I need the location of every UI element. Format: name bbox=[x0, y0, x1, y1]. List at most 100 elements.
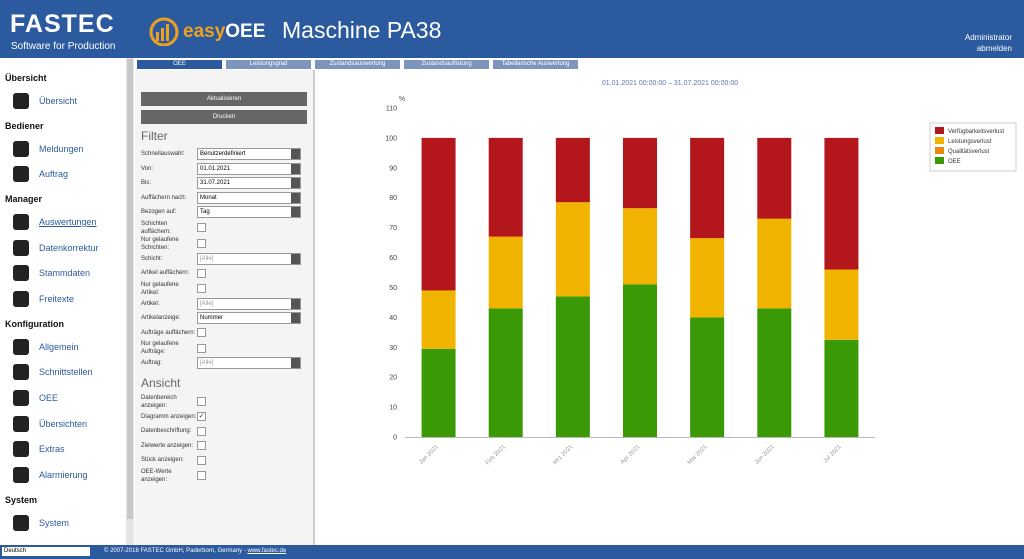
nav-item[interactable]: Übersicht bbox=[0, 88, 126, 114]
checkbox[interactable] bbox=[197, 239, 206, 248]
group-title: System bbox=[5, 494, 38, 505]
checkbox[interactable] bbox=[197, 328, 206, 338]
filter-row: Auftrag: [Alle] bbox=[141, 356, 313, 371]
filter-row: Artikelanzeige: Nummer bbox=[141, 311, 313, 326]
product-oee: OEE bbox=[225, 21, 266, 42]
nav-item[interactable]: Auswertungen bbox=[0, 209, 126, 235]
nav-label: Übersichten bbox=[39, 418, 88, 429]
y-tick-label: 70 bbox=[389, 225, 397, 232]
legend-swatch bbox=[935, 137, 944, 144]
spacer bbox=[0, 58, 126, 66]
nav-item[interactable]: Schnittstellen bbox=[0, 360, 126, 386]
nav-item[interactable]: Datenkorrektur bbox=[0, 235, 126, 261]
nav-item[interactable]: OEE bbox=[0, 385, 126, 411]
nav-label: Meldungen bbox=[39, 143, 84, 154]
page-title: Maschine PA38 bbox=[282, 17, 442, 43]
filter-row: Bezogen auf: Tag bbox=[141, 205, 313, 220]
x-tick-label: Feb 2021 bbox=[485, 444, 508, 467]
x-tick-label: Jun 2021 bbox=[754, 444, 776, 466]
y-tick-label: 0 bbox=[393, 435, 397, 442]
nav-icon bbox=[13, 290, 29, 307]
nav-item[interactable]: Alarmierung bbox=[0, 462, 126, 488]
filter-row: Auffächern nach: Monat bbox=[141, 191, 313, 206]
bar-segment bbox=[421, 290, 456, 349]
nav-item[interactable]: Auftrag bbox=[0, 161, 126, 187]
checkbox[interactable] bbox=[197, 455, 206, 465]
language-select[interactable]: Deutsch bbox=[2, 547, 90, 556]
select[interactable]: 01.01.2021 bbox=[197, 162, 301, 175]
checkbox[interactable]: ✓ bbox=[197, 412, 206, 422]
checkbox[interactable] bbox=[197, 268, 206, 278]
y-tick-label: 40 bbox=[389, 315, 397, 322]
nav-label: Stammdaten bbox=[39, 268, 91, 279]
refresh-button[interactable]: Aktualisieren bbox=[141, 92, 307, 106]
filter-label: Nur gelaufene Artikel: bbox=[141, 281, 179, 296]
select[interactable]: Tag bbox=[197, 206, 301, 219]
chart-subtitle: 01.01.2021 00:00:00 – 31.07.2021 00:00:0… bbox=[602, 80, 738, 87]
checkbox[interactable] bbox=[197, 471, 206, 480]
nav-item[interactable]: Allgemein bbox=[0, 334, 126, 360]
checkbox[interactable] bbox=[197, 397, 206, 406]
nav-item[interactable]: System bbox=[0, 510, 126, 536]
nav-label: System bbox=[39, 517, 70, 528]
checkbox[interactable] bbox=[197, 223, 206, 232]
filter-row: Bis: 31.07.2021 bbox=[141, 176, 313, 191]
sidebar-scrollbar bbox=[126, 58, 134, 545]
bar-segment bbox=[690, 238, 725, 318]
tab[interactable]: Tabellarische Auswertung bbox=[493, 60, 578, 69]
x-tick-label: Mrz 2021 bbox=[552, 444, 574, 466]
checkbox[interactable] bbox=[197, 284, 206, 293]
nav-label: Datenkorrektur bbox=[39, 242, 99, 253]
filter-row: Stück anzeigen: bbox=[141, 453, 313, 468]
filter-label: Von: bbox=[141, 165, 154, 172]
filter-panel: Aktualisieren Drucken Filter Schnellausw… bbox=[135, 70, 315, 545]
checkbox[interactable] bbox=[197, 441, 206, 451]
tab[interactable]: Zustandsauswertung bbox=[315, 60, 400, 69]
website-link[interactable]: www.fastec.de bbox=[247, 548, 287, 554]
filter-label: Schichten auffächern: bbox=[141, 220, 171, 235]
nav-item[interactable]: Extras bbox=[0, 437, 126, 463]
logout[interactable]: abmelden bbox=[976, 44, 1012, 53]
y-tick-label: 100 bbox=[385, 135, 397, 142]
print-button[interactable]: Drucken bbox=[141, 110, 307, 124]
nav-icon bbox=[13, 140, 29, 157]
filter-row: Schicht: [Alle] bbox=[141, 252, 313, 267]
nav-item[interactable]: Übersichten bbox=[0, 411, 126, 437]
user: Administrator bbox=[964, 33, 1012, 42]
nav-item[interactable]: Freitexte bbox=[0, 286, 126, 312]
legend-label: Leistungsverlust bbox=[948, 139, 992, 145]
nav-label: Auftrag bbox=[39, 169, 69, 180]
select: [Alle] bbox=[197, 252, 301, 265]
select[interactable]: Monat bbox=[197, 191, 301, 204]
bar-segment bbox=[824, 137, 859, 270]
nav-item[interactable]: Meldungen bbox=[0, 136, 126, 162]
select[interactable]: 31.07.2021 bbox=[197, 177, 301, 190]
tab[interactable]: Zustandsauflistung bbox=[404, 60, 489, 69]
tab[interactable]: Leistungsgrad bbox=[226, 60, 311, 69]
legend-label: Qualitätsverlust bbox=[948, 149, 990, 155]
checkbox[interactable] bbox=[197, 426, 206, 436]
legend-label: OEE bbox=[948, 159, 961, 165]
filter-row: Zielwerte anzeigen: bbox=[141, 439, 313, 454]
nav-icon bbox=[13, 265, 29, 282]
y-tick-label: 110 bbox=[386, 106, 397, 113]
x-tick-label: Jan 2021 bbox=[418, 444, 440, 466]
product-name: easyOEE bbox=[183, 21, 265, 43]
tab[interactable]: OEE bbox=[137, 60, 222, 69]
bar-segment bbox=[623, 284, 657, 437]
filter-row: Schnellauswahl: Benutzerdefiniert bbox=[141, 147, 313, 162]
nav-item[interactable]: Stammdaten bbox=[0, 260, 126, 286]
bar-segment bbox=[690, 317, 725, 437]
bar-segment bbox=[421, 137, 456, 291]
select[interactable]: Nummer bbox=[197, 312, 301, 325]
nav-label: Extras bbox=[39, 444, 65, 455]
select[interactable]: Benutzerdefiniert bbox=[197, 148, 301, 161]
checkbox[interactable] bbox=[197, 343, 206, 353]
x-tick-label: Jul 2021 bbox=[823, 444, 844, 465]
nav-label: Schnittstellen bbox=[39, 367, 93, 378]
filter-label: Artikel: bbox=[141, 300, 160, 307]
sidebar: Übersicht Übersicht Bediener Meldungen Auftr… bbox=[0, 58, 126, 545]
nav-icon bbox=[13, 441, 29, 458]
nav-icon bbox=[13, 338, 29, 355]
